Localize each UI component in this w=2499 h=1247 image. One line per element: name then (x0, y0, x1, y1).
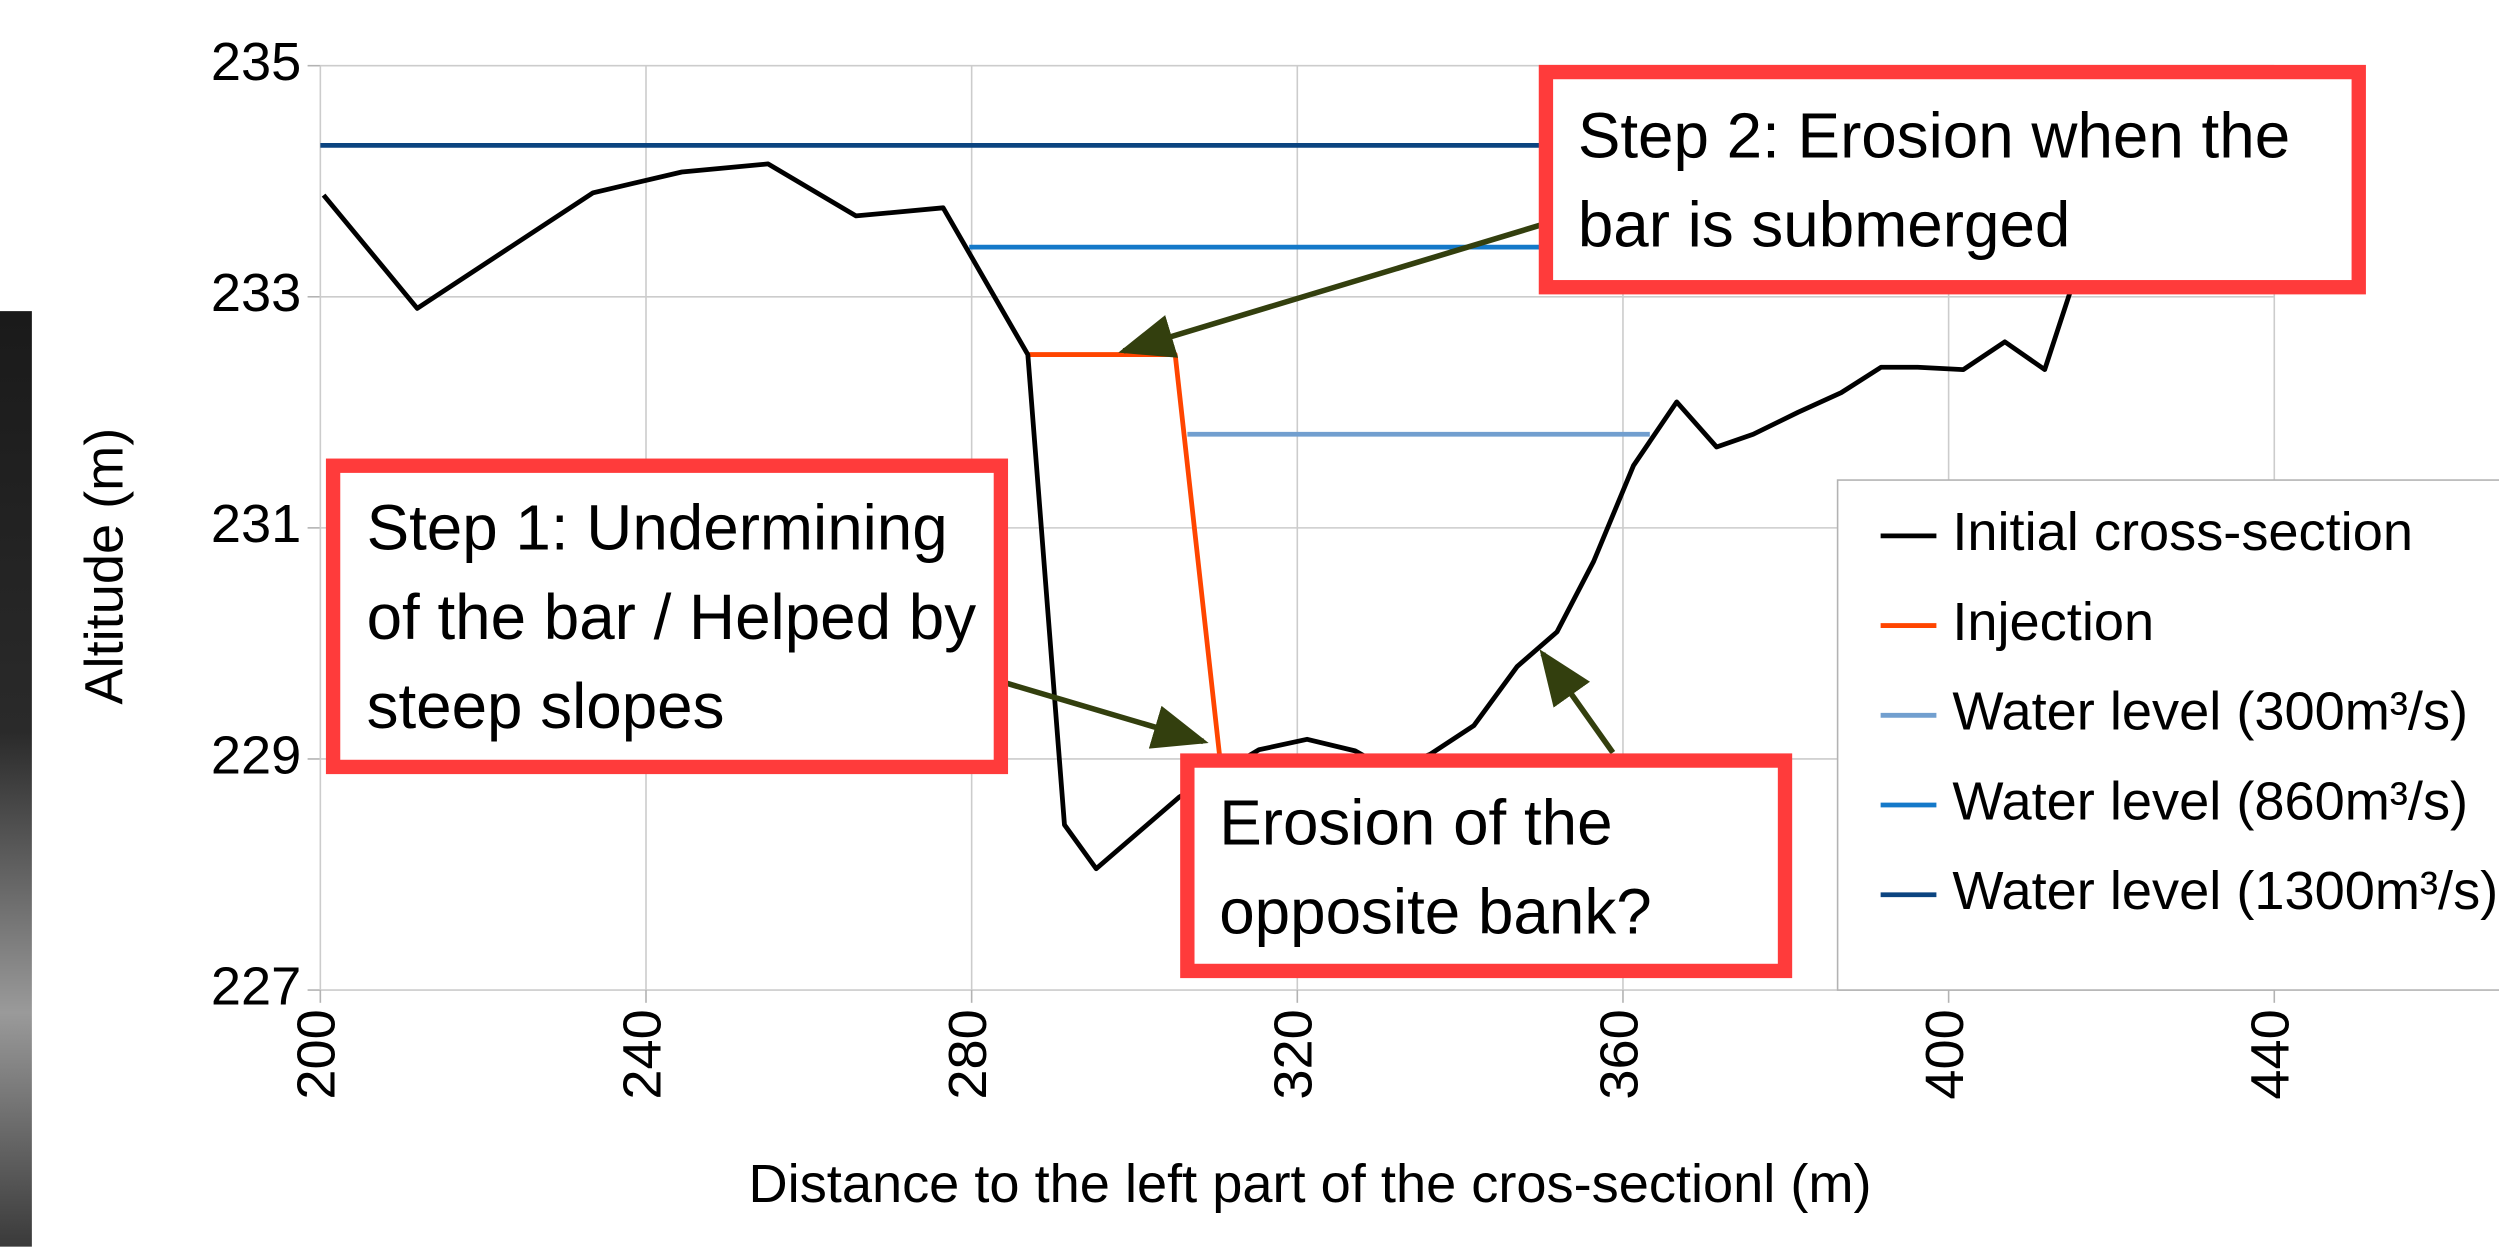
y-tick-label: 229 (211, 725, 301, 785)
annotation-text: Step 1: Undermining (367, 492, 948, 564)
legend-label: Water level (1300m³/s) (1952, 861, 2498, 921)
page: {"chart_data": {"type": "line", "x_label… (0, 0, 2499, 1247)
x-tick-label: 240 (612, 1009, 672, 1099)
x-tick-label: 360 (1589, 1009, 1649, 1099)
x-tick-label: 200 (287, 1009, 347, 1099)
annotation-arrow (1124, 223, 1546, 351)
annotation-arrow (1543, 654, 1613, 753)
x-axis-label: Distance to the left part of the cros-se… (749, 1154, 1872, 1214)
annotation-text: opposite bank? (1219, 876, 1651, 948)
legend-label: Water level (860m³/s) (1952, 771, 2468, 831)
y-tick-label: 227 (211, 956, 301, 1016)
y-tick-label: 233 (211, 263, 301, 323)
annotation-text: Step 2: Erosion when the (1578, 99, 2290, 171)
y-tick-label: 235 (211, 32, 301, 92)
legend-label: Injection (1952, 592, 2154, 652)
annotation-text: Erosion of the (1219, 786, 1612, 858)
background-image-strip (0, 311, 32, 1247)
annotation-text: bar is submerged (1578, 189, 2071, 261)
x-tick-label: 440 (2241, 1009, 2301, 1099)
x-tick-label: 280 (938, 1009, 998, 1099)
legend-label: Initial cross-section (1952, 502, 2413, 562)
legend-label: Water level (300m³/s) (1952, 682, 2468, 742)
annotation-arrow (1004, 682, 1203, 741)
y-axis-label: Altitude (m) (75, 428, 135, 705)
chart: Altitude (m) Distance to the left part o… (0, 0, 2499, 1247)
x-tick-label: 320 (1264, 1009, 1324, 1099)
annotation-text: steep slopes (367, 670, 725, 742)
y-tick-label: 231 (211, 494, 301, 554)
x-tick-label: 400 (1915, 1009, 1975, 1099)
annotation-text: of the bar / Helped by (367, 581, 977, 653)
